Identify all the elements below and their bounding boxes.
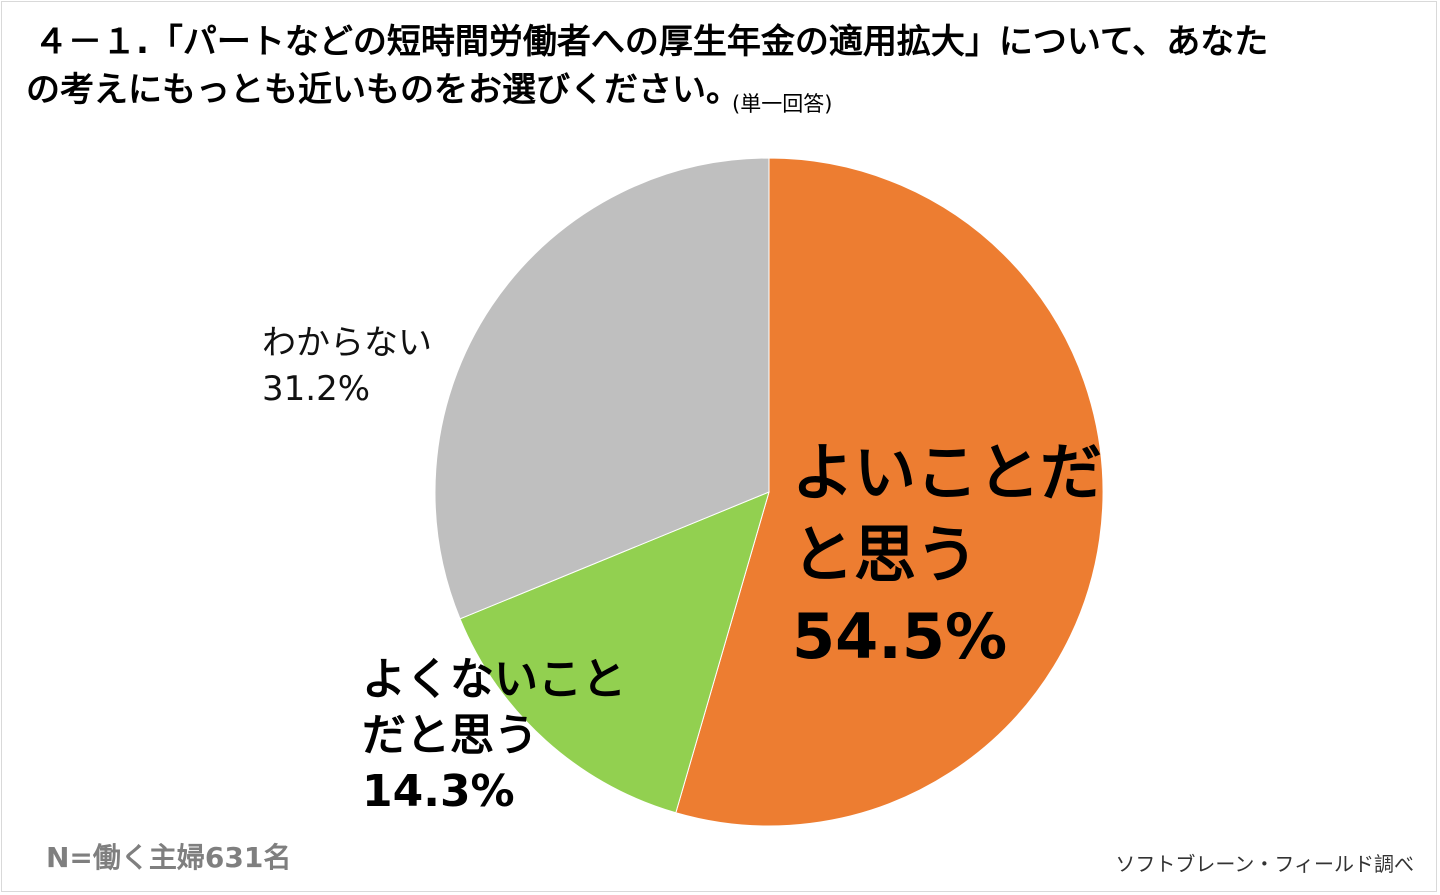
slice-label-bad: よくないこと だと思う 14.3% xyxy=(362,652,626,820)
slice-label-good-line2: と思う xyxy=(792,518,979,591)
slice-label-bad-line2: だと思う xyxy=(362,710,538,761)
slice-label-bad-line1: よくないこと xyxy=(362,654,626,705)
title-line-1: ４－１.「パートなどの短時間労働者への厚生年金の適用拡大」について、あなた xyxy=(34,22,1269,62)
slice-label-unknown: わからない 31.2% xyxy=(262,320,432,412)
slice-label-unknown-line1: わからない xyxy=(262,323,432,363)
pie-slice-bad xyxy=(459,491,770,814)
slice-value-bad: 14.3% xyxy=(362,766,515,817)
slice-value-unknown: 31.2% xyxy=(262,369,371,409)
slice-value-good: 54.5% xyxy=(792,600,1008,673)
slice-label-good: よいことだ と思う 54.5% xyxy=(792,432,1102,678)
answer-type-note: (単一回答) xyxy=(732,92,833,116)
slice-label-good-line1: よいことだ xyxy=(792,436,1103,509)
sample-size-note: N=働く主婦631名 xyxy=(46,841,292,874)
pie-slice-unknown xyxy=(434,157,770,620)
pie-slice-good xyxy=(675,157,1104,827)
chart-title: ４－１.「パートなどの短時間労働者への厚生年金の適用拡大」について、あなた の考… xyxy=(26,18,1416,114)
title-line-2: の考えにもっとも近いものをお選びください。 xyxy=(26,70,740,110)
source-note: ソフトブレーン・フィールド調べ xyxy=(1115,852,1414,876)
